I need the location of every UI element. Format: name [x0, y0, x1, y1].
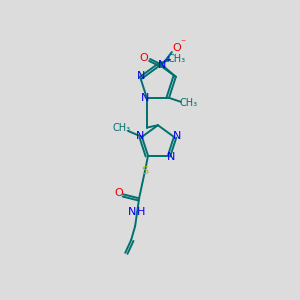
- Text: CH₃: CH₃: [180, 98, 198, 108]
- Text: N: N: [173, 131, 181, 141]
- Text: N: N: [128, 207, 136, 217]
- Text: ⁻: ⁻: [180, 38, 185, 48]
- Text: N: N: [136, 131, 144, 141]
- Text: N: N: [167, 152, 175, 162]
- Text: O: O: [114, 188, 123, 198]
- Text: S: S: [142, 166, 148, 176]
- Text: N: N: [141, 93, 149, 103]
- Text: O: O: [172, 43, 181, 53]
- Text: N: N: [137, 71, 145, 81]
- Text: CH₃: CH₃: [168, 54, 186, 64]
- Text: CH₃: CH₃: [112, 123, 130, 133]
- Text: +: +: [164, 56, 170, 64]
- Text: O: O: [140, 53, 148, 63]
- Text: H: H: [137, 207, 145, 217]
- Text: N: N: [158, 60, 166, 70]
